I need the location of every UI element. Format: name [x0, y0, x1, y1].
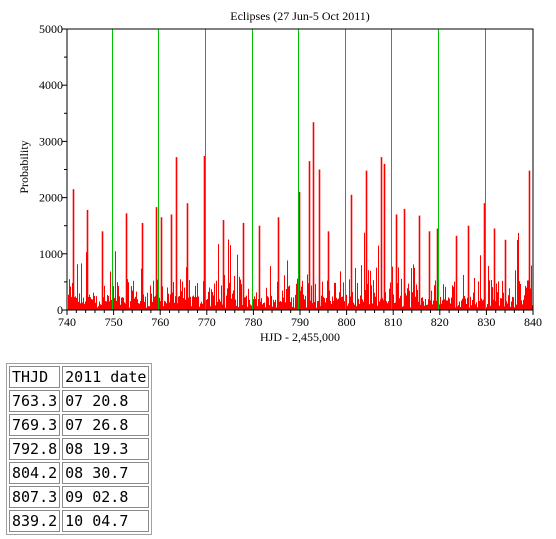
x-tick-label: 830	[477, 315, 495, 329]
chart-title: Eclipses (27 Jun-5 Oct 2011)	[230, 9, 370, 23]
table-row: 792.8 08 19.3	[9, 438, 150, 460]
table-cell-date: 10 04.7	[62, 510, 150, 532]
table-cell-date: 08 30.7	[62, 462, 150, 484]
x-axis-label: HJD - 2,455,000	[260, 330, 340, 344]
x-tick-label: 780	[244, 315, 262, 329]
y-tick-label: 5000	[39, 22, 63, 36]
x-tick-label: 740	[58, 315, 76, 329]
table-row: 769.3 07 26.8	[9, 414, 150, 436]
y-axis-label: Probability	[17, 140, 31, 193]
table-cell-date: 07 26.8	[62, 414, 150, 436]
table-cell-date: 07 20.8	[62, 390, 150, 412]
x-tick-label: 770	[198, 315, 216, 329]
eclipse-dates-table: THJD 2011 date 763.3 07 20.8 769.3 07 26.8 7…	[6, 363, 153, 535]
table-cell-thjd: 807.3	[9, 486, 61, 508]
x-tick-label: 800	[338, 315, 356, 329]
table-header-date: 2011 date	[62, 366, 150, 388]
x-tick-label: 820	[431, 315, 449, 329]
table-cell-thjd: 839.2	[9, 510, 61, 532]
y-tick-label: 3000	[39, 134, 63, 148]
table-cell-date: 08 19.3	[62, 438, 150, 460]
x-tick-label: 760	[151, 315, 169, 329]
x-tick-label: 750	[105, 315, 123, 329]
probability-bars	[68, 122, 533, 310]
x-tick-label: 790	[291, 315, 309, 329]
table-cell-thjd: 792.8	[9, 438, 61, 460]
table-row: 807.3 09 02.8	[9, 486, 150, 508]
y-tick-label: 1000	[39, 247, 63, 261]
table-body: 763.3 07 20.8 769.3 07 26.8 792.8 08 19.3 804.…	[9, 390, 150, 532]
table-row: 839.2 10 04.7	[9, 510, 150, 532]
x-tick-label: 810	[384, 315, 402, 329]
x-axis-ticks: 740 750 760 770 780 790 800 810 820 830 840	[58, 310, 542, 329]
table-cell-thjd: 763.3	[9, 390, 61, 412]
table-header-row: THJD 2011 date	[9, 366, 150, 388]
table-cell-thjd: 804.2	[9, 462, 61, 484]
eclipse-probability-chart: Eclipses (27 Jun-5 Oct 2011) Probability…	[17, 9, 542, 344]
y-tick-label: 0	[57, 303, 63, 317]
x-tick-label: 840	[524, 315, 542, 329]
y-tick-label: 4000	[39, 78, 63, 92]
table-row: 804.2 08 30.7	[9, 462, 150, 484]
y-axis-ticks: 0 1000 2000 3000 4000 5000	[39, 22, 67, 317]
table-cell-thjd: 769.3	[9, 414, 61, 436]
table-cell-date: 09 02.8	[62, 486, 150, 508]
y-tick-label: 2000	[39, 191, 63, 205]
eclipse-markers	[112, 29, 486, 310]
table-header-thjd: THJD	[9, 366, 61, 388]
table-row: 763.3 07 20.8	[9, 390, 150, 412]
